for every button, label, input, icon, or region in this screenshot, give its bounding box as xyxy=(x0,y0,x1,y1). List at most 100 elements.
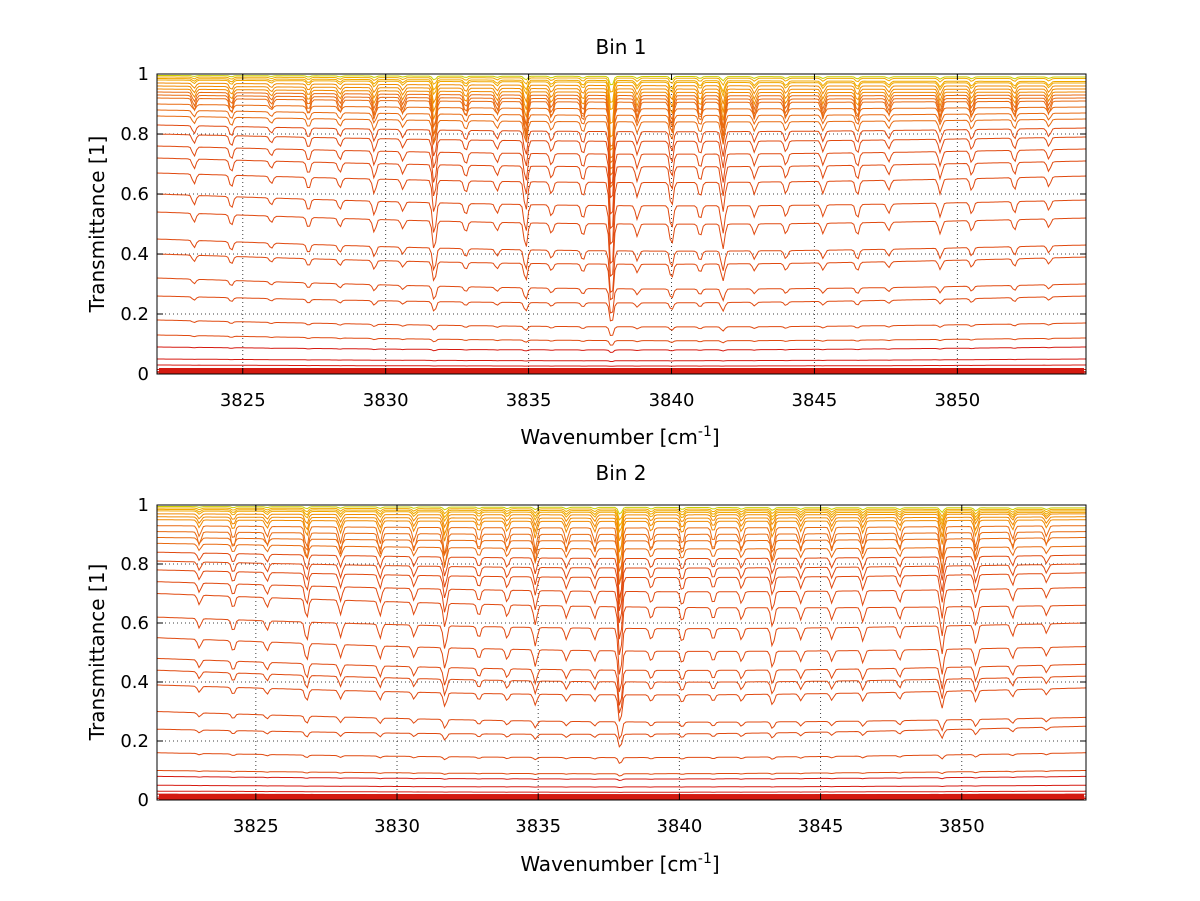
y-tick-label: 0.6 xyxy=(120,613,149,634)
x-tick-label: 3830 xyxy=(374,816,420,837)
series-line xyxy=(156,133,1086,199)
panel-bin-2: Bin 2 3825 3830 3835 3840 3845 3850 0 0.2 0.4 0.6… xyxy=(85,461,1087,876)
x-tick-label: 3830 xyxy=(363,390,409,411)
x-tick-label: 3840 xyxy=(656,816,702,837)
y-tick-label: 1 xyxy=(138,64,149,85)
series-line xyxy=(156,711,1086,740)
y-tick-label: 0.6 xyxy=(120,184,149,205)
y-tick-label: 0.2 xyxy=(120,304,149,325)
series-line xyxy=(156,238,1087,294)
series-line xyxy=(156,172,1087,246)
series-line xyxy=(157,334,1086,346)
series-line xyxy=(156,669,1087,714)
series-line xyxy=(157,770,1086,777)
panel-bin-1: Bin 1 3825 3830 3835 3840 3845 3850 0 0.2 0.4 0.6… xyxy=(85,35,1087,449)
x-tick-label: 3850 xyxy=(934,390,980,411)
series-line xyxy=(157,82,1086,125)
series-line xyxy=(156,569,1086,624)
series-line xyxy=(157,91,1086,165)
series-line xyxy=(157,109,1086,159)
series-line xyxy=(157,358,1086,362)
y-tick-label: 0.8 xyxy=(120,124,149,145)
x-axis-label-end: ] xyxy=(712,425,720,449)
x-tick-label: 3845 xyxy=(798,816,844,837)
y-tick-label: 0.4 xyxy=(120,244,149,265)
series-line xyxy=(157,684,1087,722)
x-axis-label: Wavenumber [cm-1] xyxy=(520,851,719,876)
y-tick-label: 0.8 xyxy=(120,554,149,575)
series-line xyxy=(157,94,1086,177)
series-line xyxy=(157,75,1086,86)
near-zero-band xyxy=(159,368,1084,374)
near-zero-band xyxy=(159,794,1084,800)
series-line xyxy=(156,616,1086,675)
ticks: 3825 3830 3835 3840 3845 3850 0 0.2 0.4 0.6 0.8 1 xyxy=(120,64,1086,411)
series-line xyxy=(157,78,1086,104)
series-line xyxy=(157,506,1086,515)
y-axis-label: Transmittance [1] xyxy=(85,136,109,314)
x-tick-label: 3835 xyxy=(506,390,552,411)
series-line xyxy=(157,519,1086,564)
series-line xyxy=(157,85,1086,138)
series-line xyxy=(157,752,1086,764)
x-axis-label-end: ] xyxy=(712,852,720,876)
series-line xyxy=(157,551,1087,599)
series-line xyxy=(157,97,1086,189)
x-tick-label: 3840 xyxy=(649,390,695,411)
series-line xyxy=(157,88,1086,152)
y-tick-label: 0.2 xyxy=(120,731,149,752)
series-line xyxy=(156,790,1087,793)
series-line xyxy=(157,725,1086,748)
ticks: 3825 3830 3835 3840 3845 3850 0 0.2 0.4 0.6 0.8 1 xyxy=(120,495,1086,837)
x-tick-label: 3845 xyxy=(792,390,838,411)
series-line xyxy=(157,103,1086,148)
series-line xyxy=(156,593,1086,656)
series-line xyxy=(156,581,1086,640)
series-line xyxy=(156,295,1087,322)
series-line xyxy=(157,510,1086,534)
x-tick-label: 3850 xyxy=(939,816,985,837)
series-line xyxy=(157,79,1086,111)
series-line xyxy=(157,516,1086,553)
series-line xyxy=(156,277,1086,314)
x-axis-label-main: Wavenumber [cm xyxy=(520,425,698,449)
x-axis-label-main: Wavenumber [cm xyxy=(520,852,698,876)
series-line xyxy=(156,657,1087,706)
series-line xyxy=(156,507,1086,521)
series-line xyxy=(156,253,1087,301)
series-line xyxy=(157,784,1086,789)
series-line xyxy=(156,157,1086,230)
series-line xyxy=(156,193,1087,265)
x-axis-label-superscript: -1 xyxy=(698,424,712,440)
series-line xyxy=(157,319,1086,337)
panel-title: Bin 1 xyxy=(595,35,646,59)
y-tick-label: 1 xyxy=(138,495,149,516)
y-tick-label: 0 xyxy=(138,790,149,811)
series-line xyxy=(157,537,1086,572)
y-tick-label: 0.4 xyxy=(120,672,149,693)
y-tick-label: 0 xyxy=(138,364,149,385)
series-line xyxy=(156,145,1086,216)
axes-frame xyxy=(156,504,1087,801)
series-line xyxy=(157,76,1086,93)
x-axis-label: Wavenumber [cm-1] xyxy=(520,424,719,449)
y-axis-label: Transmittance [1] xyxy=(85,564,109,742)
x-tick-label: 3835 xyxy=(515,816,561,837)
x-axis-label-superscript: -1 xyxy=(698,851,712,867)
series-line xyxy=(157,513,1086,541)
x-tick-label: 3825 xyxy=(220,390,266,411)
series-line xyxy=(157,508,1086,528)
series-line xyxy=(157,346,1086,353)
series-line xyxy=(157,124,1086,185)
series-line xyxy=(156,211,1087,278)
series-line xyxy=(157,637,1086,693)
series-line xyxy=(157,115,1086,170)
series-line xyxy=(157,364,1086,367)
series-line xyxy=(157,775,1086,782)
x-tick-label: 3825 xyxy=(233,816,279,837)
series-line xyxy=(157,542,1086,584)
panel-title: Bin 2 xyxy=(595,461,646,485)
axes-frame xyxy=(156,73,1087,375)
